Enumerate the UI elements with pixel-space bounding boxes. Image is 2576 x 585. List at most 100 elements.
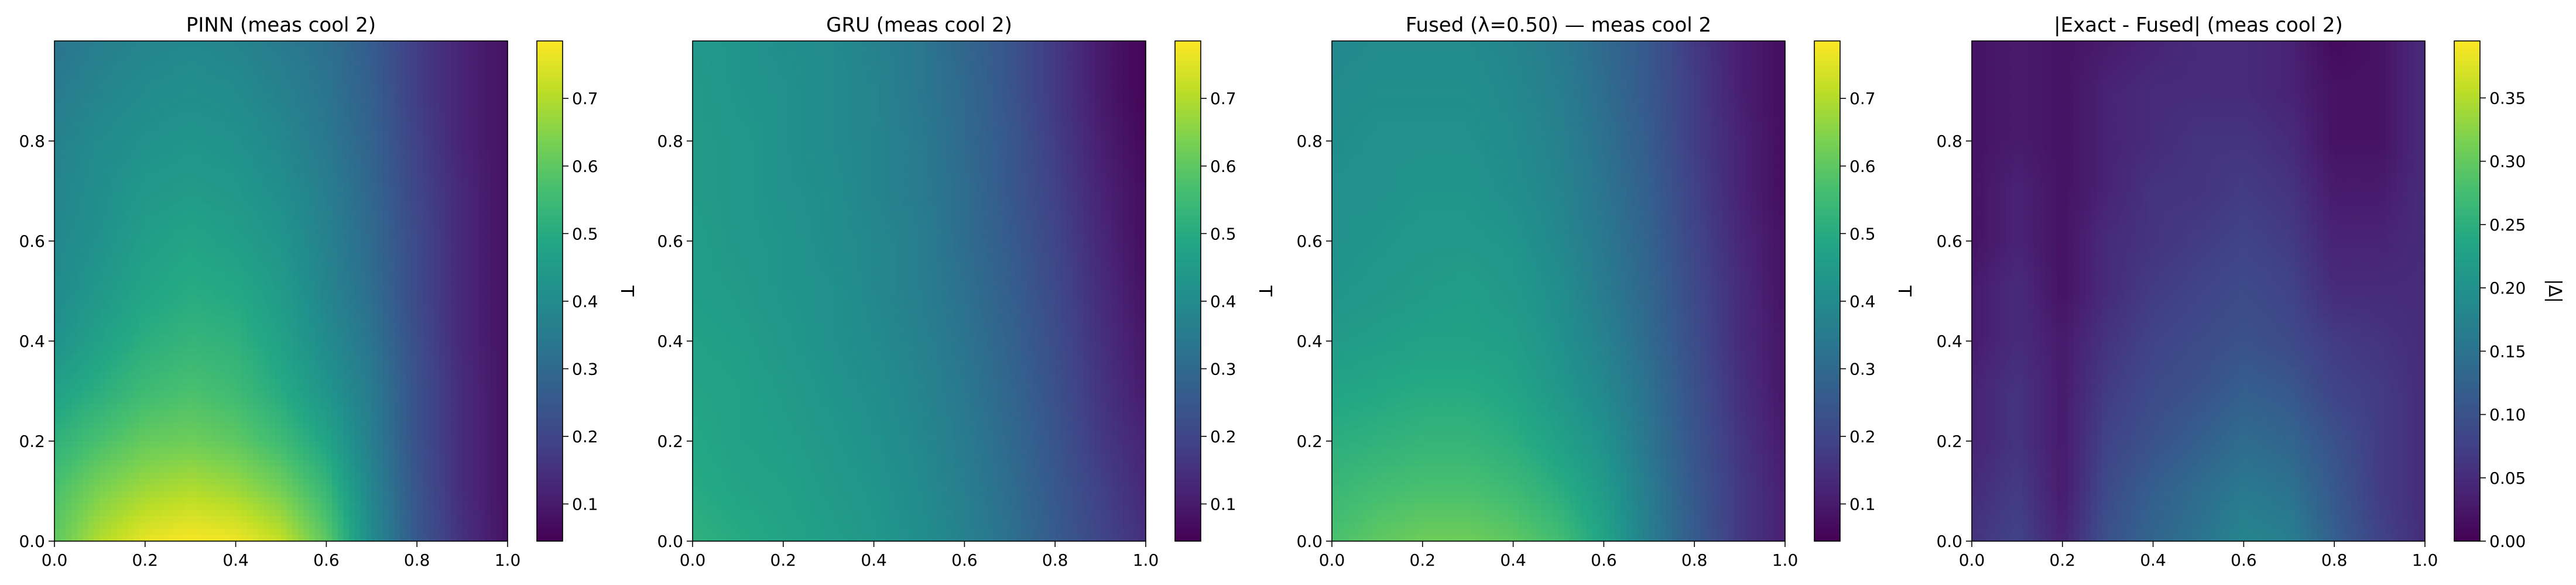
heatmap-cell bbox=[167, 147, 174, 154]
heatmap-cell bbox=[252, 372, 259, 379]
heatmap-cell bbox=[241, 60, 248, 67]
heatmap-cell bbox=[411, 266, 417, 273]
heatmap-cell bbox=[496, 366, 502, 373]
heatmap-cell bbox=[422, 209, 429, 216]
heatmap-cell bbox=[111, 66, 118, 73]
heatmap-cell bbox=[213, 184, 220, 192]
heatmap-cell bbox=[292, 216, 299, 223]
heatmap-cell bbox=[77, 209, 83, 216]
heatmap-cell bbox=[405, 297, 412, 304]
heatmap-cell bbox=[156, 360, 163, 367]
heatmap-cell bbox=[83, 303, 89, 311]
heatmap-cell bbox=[405, 328, 412, 335]
heatmap-cell bbox=[229, 378, 237, 386]
heatmap-cell bbox=[60, 403, 66, 411]
heatmap-cell bbox=[150, 135, 157, 142]
heatmap-cell bbox=[150, 360, 157, 367]
heatmap-cell bbox=[360, 141, 366, 148]
heatmap-cell bbox=[54, 203, 61, 211]
heatmap-cell bbox=[337, 360, 344, 367]
heatmap-cell bbox=[496, 316, 502, 323]
heatmap-cell bbox=[479, 328, 485, 335]
heatmap-cell bbox=[473, 172, 480, 179]
heatmap-cell bbox=[360, 116, 366, 123]
heatmap-cell bbox=[246, 53, 254, 60]
heatmap-cell bbox=[451, 209, 457, 216]
heatmap-cell bbox=[133, 172, 140, 179]
heatmap-cell bbox=[490, 128, 497, 135]
heatmap-cell bbox=[388, 97, 395, 104]
heatmap-cell bbox=[224, 66, 231, 73]
heatmap-cell bbox=[196, 316, 203, 323]
heatmap-cell bbox=[445, 203, 451, 211]
heatmap-cell bbox=[246, 184, 254, 192]
heatmap-cell bbox=[445, 191, 451, 198]
heatmap-cell bbox=[167, 53, 174, 60]
heatmap-cell bbox=[377, 216, 383, 223]
heatmap-cell bbox=[190, 178, 197, 185]
heatmap-cell bbox=[246, 178, 254, 185]
heatmap-cell bbox=[275, 253, 282, 260]
heatmap-cell bbox=[298, 391, 304, 398]
heatmap-cell bbox=[229, 184, 237, 192]
heatmap-cell bbox=[303, 416, 310, 423]
heatmap-cell bbox=[252, 416, 259, 423]
heatmap-cell bbox=[60, 191, 66, 198]
heatmap-cell bbox=[196, 235, 203, 242]
heatmap-cell bbox=[83, 316, 89, 323]
heatmap-cell bbox=[275, 116, 282, 123]
heatmap-cell bbox=[451, 416, 457, 423]
heatmap-cell bbox=[275, 122, 282, 129]
heatmap-cell bbox=[349, 341, 355, 348]
heatmap-cell bbox=[122, 135, 129, 142]
heatmap-cell bbox=[179, 303, 186, 311]
heatmap-cell bbox=[60, 291, 66, 298]
heatmap-cell bbox=[405, 403, 412, 411]
heatmap-cell bbox=[502, 128, 508, 135]
heatmap-cell bbox=[326, 372, 333, 379]
heatmap-cell bbox=[71, 72, 78, 79]
heatmap-cell bbox=[343, 41, 350, 48]
heatmap-cell bbox=[229, 203, 237, 211]
heatmap-cell bbox=[394, 284, 400, 292]
heatmap-cell bbox=[184, 172, 191, 179]
heatmap-cell bbox=[479, 278, 485, 285]
heatmap-cell bbox=[371, 291, 378, 298]
heatmap-cell bbox=[411, 66, 417, 73]
heatmap-cell bbox=[111, 391, 118, 398]
heatmap-cell bbox=[286, 60, 293, 67]
heatmap-cell bbox=[315, 391, 321, 398]
heatmap-cell bbox=[60, 397, 66, 404]
heatmap-cell bbox=[94, 284, 101, 292]
heatmap-cell bbox=[332, 391, 338, 398]
heatmap-cell bbox=[162, 153, 169, 160]
heatmap-cell bbox=[360, 184, 366, 192]
heatmap-cell bbox=[479, 216, 485, 223]
heatmap-cell bbox=[496, 203, 502, 211]
heatmap-cell bbox=[117, 341, 123, 348]
heatmap-cell bbox=[354, 128, 361, 135]
heatmap-cell bbox=[286, 191, 293, 198]
heatmap-cell bbox=[315, 410, 321, 417]
heatmap-cell bbox=[281, 384, 287, 392]
heatmap-cell bbox=[60, 284, 66, 292]
heatmap-cell bbox=[337, 260, 344, 267]
heatmap-cell bbox=[445, 78, 451, 85]
heatmap-cell bbox=[94, 191, 101, 198]
heatmap-cell bbox=[417, 172, 423, 179]
heatmap-cell bbox=[439, 197, 446, 204]
heatmap-cell bbox=[286, 147, 293, 154]
heatmap-cell bbox=[201, 84, 208, 92]
heatmap-cell bbox=[360, 416, 366, 423]
heatmap-cell bbox=[462, 128, 468, 135]
heatmap-cell bbox=[105, 53, 112, 60]
heatmap-cell bbox=[173, 178, 180, 185]
heatmap-cell bbox=[445, 360, 451, 367]
heatmap-cell bbox=[162, 416, 169, 423]
heatmap-cell bbox=[71, 272, 78, 279]
heatmap-cell bbox=[122, 335, 129, 342]
heatmap-cell bbox=[394, 278, 400, 285]
heatmap-cell bbox=[428, 303, 434, 311]
heatmap-cell bbox=[485, 353, 491, 360]
